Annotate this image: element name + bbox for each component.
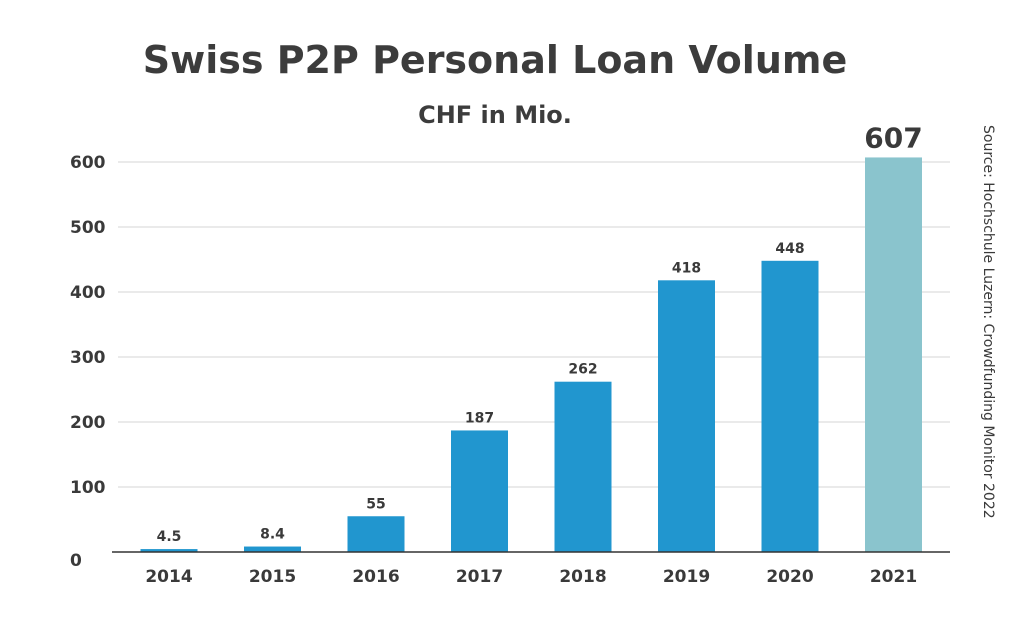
source-note: Source: Hochschule Luzern: Crowdfunding … — [980, 125, 996, 519]
data-label: 418 — [672, 260, 701, 276]
x-tick-label: 2018 — [559, 567, 606, 587]
data-label: 448 — [775, 241, 804, 257]
data-label: 262 — [568, 362, 597, 378]
data-label: 607 — [864, 121, 922, 154]
y-tick-label: 100 — [70, 478, 106, 498]
data-label: 8.4 — [260, 527, 285, 543]
bar-2017 — [451, 430, 508, 552]
x-tick-label: 2014 — [145, 567, 192, 587]
x-tick-label: 2016 — [352, 567, 399, 587]
y-tick-label: 400 — [70, 283, 106, 303]
bar-2020 — [761, 260, 819, 552]
x-tick-label: 2020 — [766, 567, 813, 587]
bar-2016 — [347, 516, 405, 552]
y-tick-label: 600 — [70, 153, 106, 173]
data-label: 55 — [366, 496, 385, 512]
chart-title: Swiss P2P Personal Loan Volume — [142, 38, 848, 82]
x-tick-label: 2017 — [456, 567, 503, 587]
bar-2018 — [554, 381, 612, 552]
y-tick-label: 500 — [70, 218, 106, 238]
y-tick-label: 300 — [70, 348, 106, 368]
data-label: 187 — [465, 410, 494, 426]
bar-2015 — [244, 546, 301, 552]
bar-2021 — [865, 157, 922, 552]
x-tick-label: 2021 — [870, 567, 917, 587]
x-tick-label: 2015 — [249, 567, 296, 587]
x-tick-label: 2019 — [663, 567, 710, 587]
bar-2019 — [658, 280, 715, 552]
data-label: 4.5 — [157, 529, 182, 545]
bar-chart: 0 100 200 300 400 500 600 4.5 2014 8.4 2015 55 2016 1… — [70, 121, 950, 587]
y-tick-label: 0 — [70, 551, 82, 571]
chart-subtitle: CHF in Mio. — [418, 101, 572, 129]
bar-2014 — [140, 549, 198, 552]
y-tick-label: 200 — [70, 413, 106, 433]
